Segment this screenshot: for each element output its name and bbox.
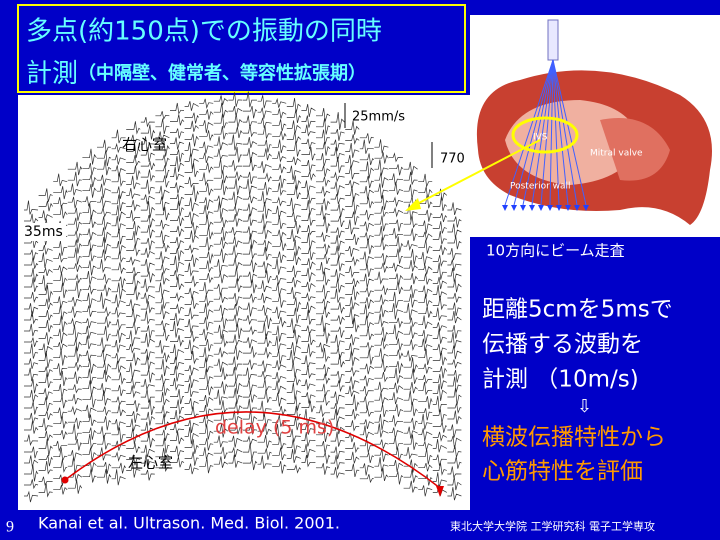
waveform <box>301 104 316 468</box>
waveform <box>272 97 287 474</box>
waveform <box>170 102 185 468</box>
heart-label: Posterior wall <box>510 182 571 192</box>
beam <box>552 59 560 206</box>
waveform <box>97 139 112 484</box>
title-main: 計測 <box>26 59 78 89</box>
waveform <box>24 200 39 503</box>
waveform <box>53 173 68 495</box>
body-line: 計測 （10m/s) <box>482 367 639 393</box>
beam-head <box>520 205 526 211</box>
title-line2: 計測（中隔壁、健常者、等容性拡張期） <box>26 59 366 89</box>
conclusion-line: 横波伝播特性から <box>482 425 666 451</box>
arc-end <box>61 476 69 484</box>
beam <box>504 59 554 206</box>
beam-head <box>583 205 589 211</box>
waveform <box>257 95 272 469</box>
page-number: 9 <box>6 519 14 536</box>
arc-arrowhead <box>436 486 444 497</box>
beam-head <box>511 205 517 211</box>
delay-label: delay (5 ms) <box>215 417 334 439</box>
waveform <box>359 133 375 484</box>
probe <box>547 19 559 61</box>
highlight <box>511 116 579 154</box>
beam <box>552 59 587 206</box>
beam <box>513 59 554 206</box>
waveform <box>374 139 389 482</box>
beam <box>540 59 554 206</box>
waveform <box>82 148 97 483</box>
scale-time: 35ms <box>24 224 63 240</box>
body-line: 距離5cmを5msで <box>482 297 673 323</box>
waveform <box>330 112 345 480</box>
waveform <box>126 121 141 478</box>
beam-head <box>538 205 544 211</box>
beam <box>552 59 578 206</box>
down-arrow: ⇩ <box>577 396 592 417</box>
beam-head <box>529 205 535 211</box>
waveform <box>228 92 243 468</box>
figure-panel <box>18 95 470 510</box>
waveform <box>155 111 170 472</box>
title-sub: （中隔壁、健常者、等容性拡張期） <box>78 62 366 84</box>
beams <box>502 59 589 211</box>
waveform <box>432 188 448 497</box>
waveform <box>243 91 258 471</box>
waveform <box>447 202 462 501</box>
waveforms <box>24 91 462 503</box>
conclusion-line: 心筋特性を評価 <box>482 459 643 485</box>
heart-label: IVS <box>533 133 548 143</box>
scale-velocity: 25mm/s <box>352 110 405 125</box>
reference: Kanai et al. Ultrason. Med. Biol. 2001. <box>38 514 340 533</box>
heart-caption: 10方向にビーム走査 <box>486 242 625 260</box>
affiliation: 東北大学大学院 工学研究科 電子工学専攻 <box>450 519 655 533</box>
waveform <box>140 116 156 481</box>
left-ventricle: 左心室 <box>128 454 173 472</box>
pointer-line <box>414 139 541 206</box>
pointer-head <box>405 198 421 211</box>
heart-valve <box>600 118 670 181</box>
right-ventricle: 右心室 <box>122 136 167 154</box>
waveform <box>67 161 83 494</box>
beam <box>531 59 554 206</box>
waveform <box>286 97 302 474</box>
beam-head <box>556 205 562 211</box>
title-box <box>17 4 466 93</box>
waveform <box>345 120 360 477</box>
waveform <box>316 108 331 475</box>
waveform <box>403 161 418 493</box>
title-line1: 多点(約150点)での振動の同時 <box>26 17 382 47</box>
label-bg <box>436 150 470 168</box>
beam-head <box>565 205 571 211</box>
heart-label: Mitral valve <box>590 149 643 159</box>
beam <box>552 59 569 206</box>
waveform <box>213 95 229 468</box>
delay-arc <box>64 411 441 489</box>
label-bg <box>22 223 66 241</box>
body-line: 伝播する波動を <box>482 332 643 358</box>
waveform <box>199 98 214 474</box>
beam-head <box>502 205 508 211</box>
waveform <box>184 101 199 475</box>
waveform <box>389 152 404 485</box>
beam-head <box>547 205 553 211</box>
waveform <box>418 173 433 497</box>
beam <box>522 59 554 206</box>
beam <box>549 59 554 206</box>
beam-head <box>574 205 580 211</box>
